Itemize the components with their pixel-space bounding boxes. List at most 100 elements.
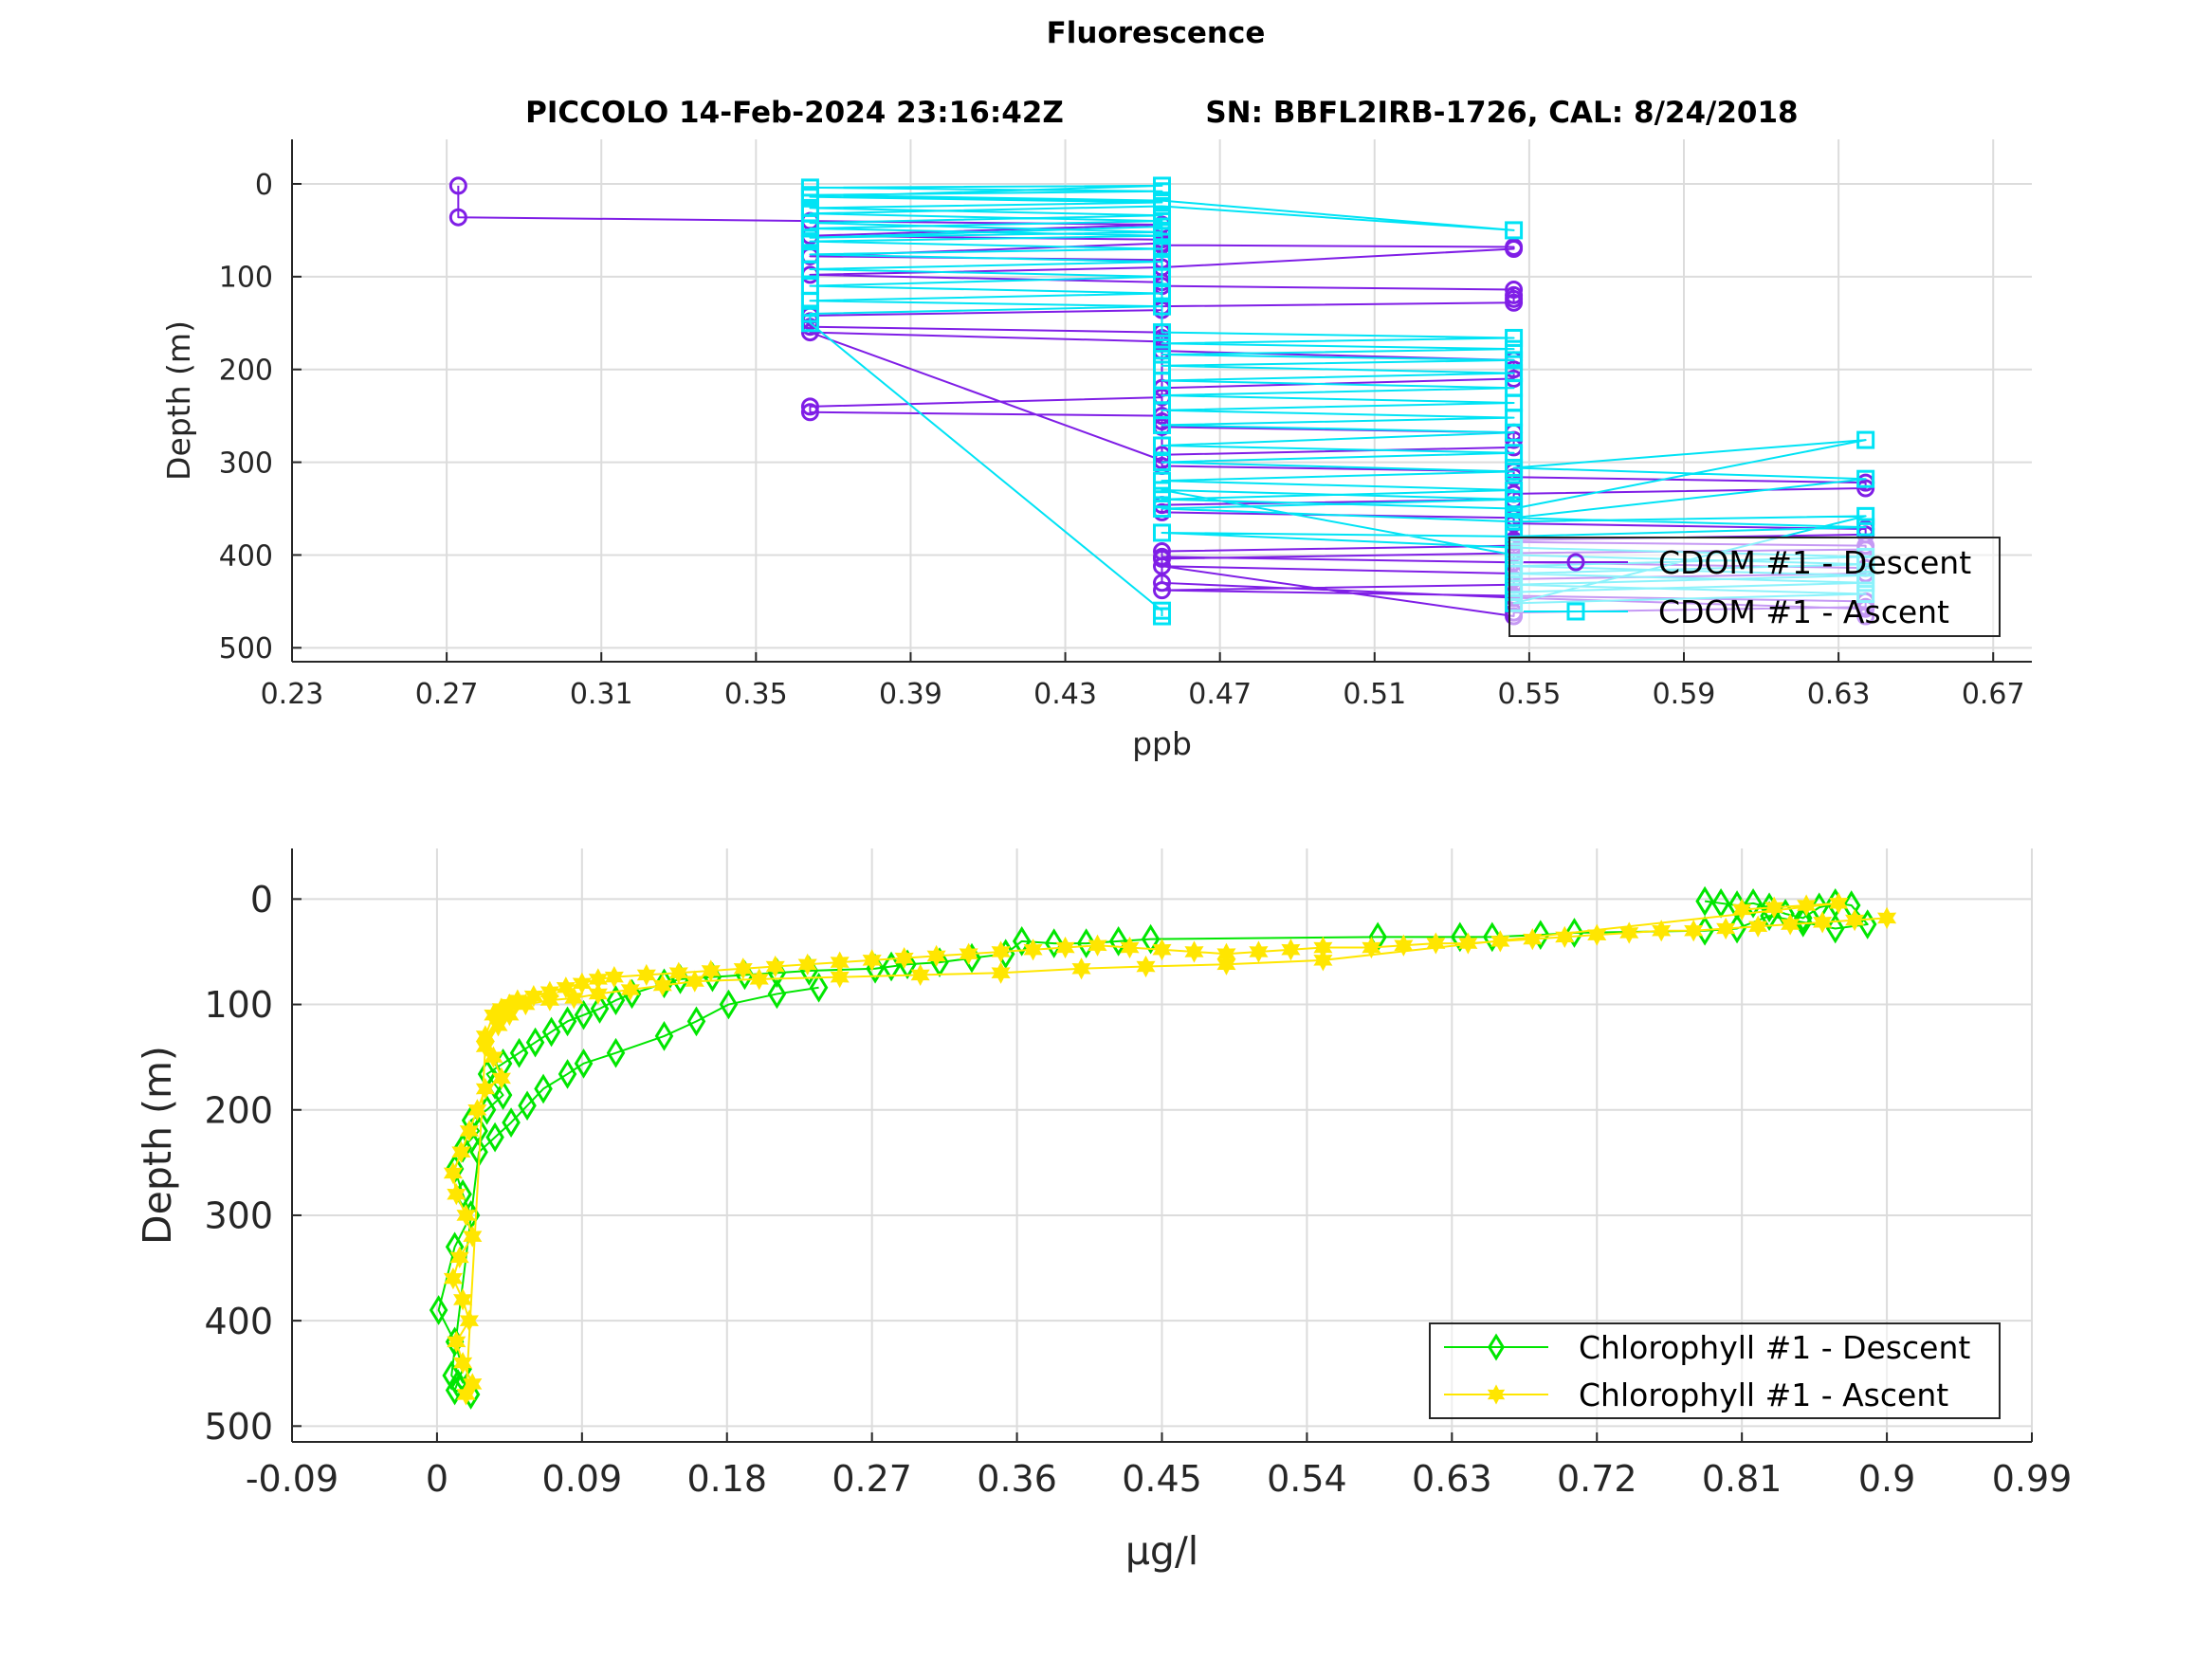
data-point (685, 970, 704, 993)
data-point (701, 959, 721, 982)
data-point (1071, 957, 1091, 980)
data-point (541, 1016, 561, 1048)
x-tick-label: 0.99 (1992, 1458, 2073, 1500)
data-point (1587, 923, 1607, 946)
data-point (429, 1295, 448, 1325)
data-point (733, 957, 753, 980)
data-point (1564, 918, 1584, 948)
data-point (1505, 490, 1524, 509)
data-point (590, 994, 610, 1024)
data-point (485, 1121, 504, 1153)
x-tick-label: 0.09 (542, 1458, 623, 1500)
data-point (765, 955, 785, 978)
data-point (1153, 323, 1171, 342)
data-point (1856, 506, 1875, 525)
data-point (448, 208, 467, 227)
data-point (500, 1004, 520, 1027)
data-point (493, 1080, 513, 1111)
y-axis-label: Depth (m) (135, 1046, 180, 1245)
x-tick-label: 0 (426, 1458, 448, 1500)
data-point (1153, 549, 1171, 568)
data-point (1426, 932, 1446, 955)
data-point (926, 944, 946, 968)
data-point (475, 1035, 495, 1058)
x-tick-label: 0.72 (1557, 1458, 1637, 1500)
data-point (491, 1066, 511, 1090)
data-point (1076, 928, 1096, 958)
x-tick-label: 0.55 (1497, 678, 1561, 711)
legend-box (1508, 537, 2001, 637)
legend-label: CDOM #1 - Ascent (1658, 593, 1949, 630)
legend-label: Chlorophyll #1 - Ascent (1579, 1376, 1948, 1413)
data-point (767, 978, 787, 1010)
data-point (1797, 894, 1817, 917)
data-point (447, 1183, 466, 1206)
data-point (606, 985, 626, 1015)
x-tick-label: 0.63 (1412, 1458, 1492, 1500)
legend: Chlorophyll #1 - Descent Chlorophyll #1 -… (1429, 1322, 2001, 1419)
data-point (516, 993, 536, 1016)
data-point (800, 304, 819, 323)
x-tick-label: 0.51 (1343, 678, 1406, 711)
data-point (1153, 176, 1171, 195)
data-point (1153, 490, 1171, 509)
data-point (1153, 500, 1171, 519)
y-tick-label: 100 (204, 984, 273, 1026)
data-point (451, 1140, 471, 1163)
y-tick-label: 0 (250, 879, 273, 921)
data-point (1490, 930, 1510, 953)
y-tick-label: 100 (219, 262, 273, 295)
data-point (447, 1330, 466, 1353)
data-point (1505, 339, 1524, 358)
y-tick-label: 0 (255, 169, 273, 202)
x-tick-label: 0.18 (686, 1458, 767, 1500)
data-point (654, 1021, 674, 1051)
data-point (800, 323, 819, 342)
data-point (1505, 281, 1524, 300)
data-point (719, 989, 739, 1020)
data-point (1153, 574, 1171, 592)
x-tick-label: 0.27 (415, 678, 479, 711)
data-point (1153, 556, 1171, 575)
data-point (1505, 423, 1524, 442)
data-point (1856, 430, 1875, 449)
figure-title: Fluorescence (1047, 16, 1266, 50)
data-point (1136, 955, 1156, 978)
data-point (1764, 896, 1784, 919)
data-point (443, 1267, 463, 1290)
y-tick-label: 200 (219, 355, 273, 388)
data-point (1793, 906, 1813, 938)
y-tick-label: 500 (219, 632, 273, 665)
data-point (1813, 911, 1833, 934)
data-point (1153, 581, 1171, 600)
data-point (1505, 293, 1524, 312)
data-point (588, 982, 608, 1006)
data-point (1153, 436, 1171, 455)
x-tick-label: 0.35 (724, 678, 788, 711)
data-point (1152, 939, 1172, 961)
data-point (1153, 415, 1171, 434)
legend-marker (1488, 1333, 1505, 1361)
data-point (574, 1048, 594, 1079)
data-point (1153, 471, 1171, 490)
data-point (894, 947, 914, 970)
y-tick-label: 300 (204, 1195, 273, 1237)
data-point (518, 1090, 537, 1121)
y-tick-label: 400 (219, 539, 273, 573)
x-axis-label: ppb (1132, 725, 1192, 762)
data-point (862, 949, 882, 972)
data-point (1023, 939, 1043, 961)
data-point (448, 1368, 467, 1399)
legend-marker (1487, 1384, 1506, 1405)
data-point (456, 1204, 476, 1227)
x-tick-label: 0.43 (1033, 678, 1097, 711)
x-tick-label: 0.31 (570, 678, 633, 711)
data-point (1505, 458, 1524, 477)
data-point (1153, 206, 1171, 225)
data-point (1845, 908, 1865, 932)
data-point (448, 176, 467, 195)
data-point (1732, 898, 1752, 921)
data-point (959, 942, 978, 965)
data-point (1088, 934, 1107, 957)
data-point (1716, 917, 1736, 940)
